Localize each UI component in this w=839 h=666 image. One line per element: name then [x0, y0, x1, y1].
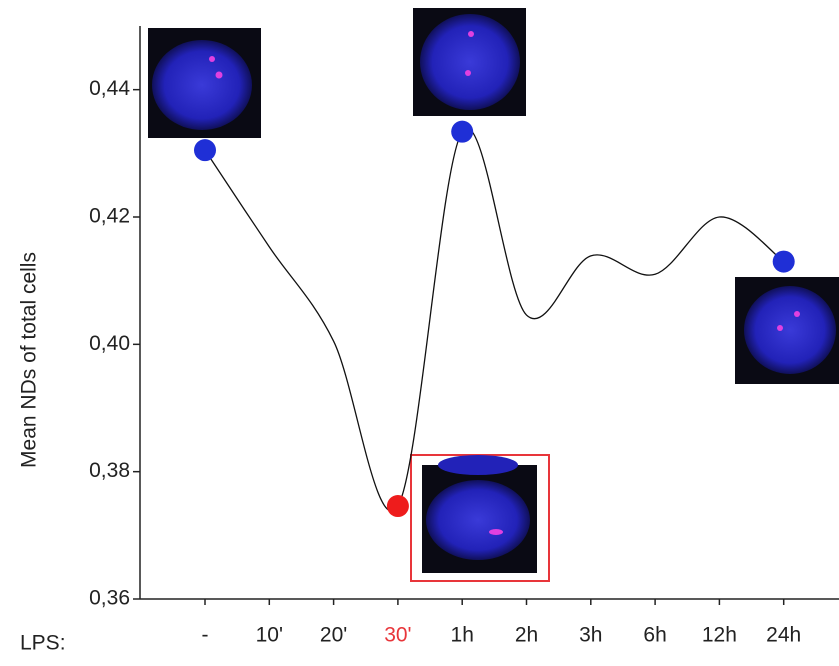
- y-tick-label: 0,44: [89, 77, 130, 100]
- cell-image: [148, 28, 261, 138]
- chart: Mean NDs of total cells LPS: 0,36 0,38 0,4…: [0, 0, 839, 666]
- x-tick-label: 2h: [515, 624, 538, 647]
- cell-image: [422, 455, 537, 573]
- x-tick-label: 3h: [579, 624, 602, 647]
- y-tick-label: 0,42: [89, 205, 130, 228]
- page: Mean NDs of total cells LPS: 0,36 0,38 0,4…: [0, 0, 839, 666]
- x-tick-label: 6h: [643, 624, 666, 647]
- marker: [387, 495, 409, 517]
- y-tick-label: 0,38: [89, 459, 130, 482]
- x-tick-label: 1h: [451, 624, 474, 647]
- marker: [451, 121, 473, 143]
- y-tick-label: 0,40: [89, 332, 130, 355]
- line: [205, 128, 784, 511]
- cell-image: [413, 8, 526, 116]
- marker: [194, 139, 216, 161]
- x-tick-label: 24h: [766, 624, 801, 647]
- x-tick-label: 10': [256, 624, 283, 647]
- x-tick-label: 20': [320, 624, 347, 647]
- x-tick-label: -: [202, 624, 209, 647]
- marker: [773, 251, 795, 273]
- cell-image: [735, 277, 839, 384]
- x-tick-label: 30': [384, 624, 411, 647]
- x-tick-label: 12h: [702, 624, 737, 647]
- y-tick-label: 0,36: [89, 587, 130, 610]
- y-axis-label: Mean NDs of total cells: [18, 252, 41, 468]
- category-prefix: LPS:: [20, 632, 66, 655]
